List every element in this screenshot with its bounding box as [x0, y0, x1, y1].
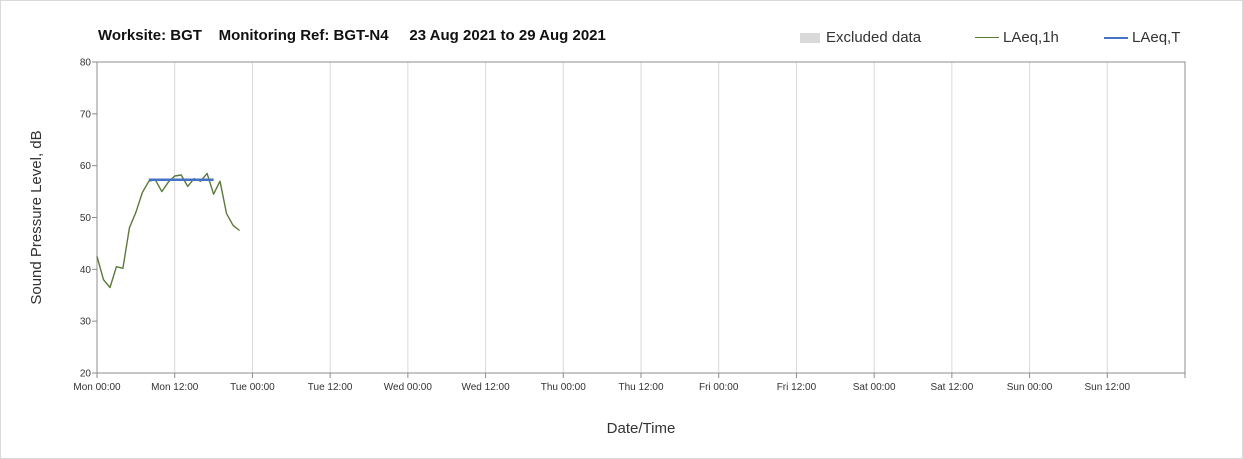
y-tick-label: 70: [80, 109, 92, 120]
y-tick-label: 50: [80, 213, 92, 224]
x-tick-label: Tue 00:00: [230, 382, 275, 393]
x-tick-label: Sun 00:00: [1007, 382, 1053, 393]
legend-laeq-1h-label: LAeq,1h: [1003, 29, 1059, 46]
y-tick-label: 20: [80, 369, 92, 380]
chart-title: Worksite: BGT Monitoring Ref: BGT-N4 23 …: [98, 27, 606, 44]
legend-laeq-t: LAeq,T: [1104, 29, 1180, 46]
y-tick-label: 40: [80, 265, 92, 276]
legend-laeq-t-swatch: [1104, 36, 1128, 39]
x-tick-label: Tue 12:00: [308, 382, 353, 393]
x-axis-title: Date/Time: [607, 420, 676, 437]
x-tick-label: Thu 00:00: [541, 382, 586, 393]
series-line-laeq-1h: [96, 172, 240, 289]
y-tick-label: 30: [80, 317, 92, 328]
y-tick-label: 80: [80, 58, 92, 69]
legend-excluded-data: Excluded data: [800, 29, 921, 46]
legend-excluded-swatch: [800, 32, 820, 43]
x-tick-label: Sat 00:00: [853, 382, 896, 393]
legend-laeq-t-label: LAeq,T: [1132, 29, 1181, 46]
x-tick-label: Fri 00:00: [699, 382, 739, 393]
x-tick-label: Mon 12:00: [151, 382, 199, 393]
plot-area-border: [96, 61, 1186, 374]
x-tick-label: Fri 12:00: [777, 382, 817, 393]
legend-excluded-label: Excluded data: [826, 29, 922, 46]
y-tick-label: 60: [80, 161, 92, 172]
legend-laeq-1h: LAeq,1h: [975, 29, 1059, 46]
x-tick-label: Sun 12:00: [1084, 382, 1130, 393]
x-tick-label: Wed 00:00: [384, 382, 433, 393]
x-tick-label: Mon 00:00: [73, 382, 121, 393]
x-tick-label: Sat 12:00: [930, 382, 973, 393]
legend-laeq-1h-swatch: [975, 37, 999, 38]
x-tick-label: Thu 12:00: [618, 382, 663, 393]
x-tick-label: Wed 12:00: [461, 382, 510, 393]
y-axis-title: Sound Pressure Level, dB: [28, 130, 45, 304]
